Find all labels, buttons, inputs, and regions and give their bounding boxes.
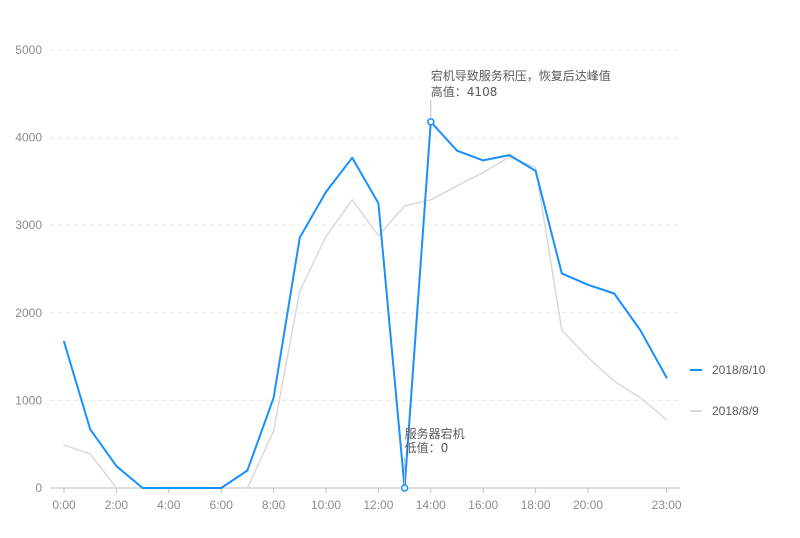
y-tick-label: 4000 <box>15 131 42 145</box>
series-line-primary[interactable] <box>63 120 668 489</box>
series-line-secondary[interactable] <box>63 156 668 489</box>
y-tick-label: 2000 <box>15 306 42 320</box>
peak-marker[interactable] <box>427 118 435 126</box>
x-axis: 0:00 2:00 4:00 6:00 8:00 10:00 12:00 14:00 16:00… <box>50 487 682 512</box>
x-tick-label: 4:00 <box>157 498 181 512</box>
y-axis-labels: 0 1000 2000 3000 4000 5000 <box>15 43 42 495</box>
trough-annotation-text: 服务器宕机 <box>405 426 465 441</box>
trough-marker[interactable] <box>400 484 409 492</box>
y-tick-label: 0 <box>35 481 42 495</box>
y-tick-label: 1000 <box>15 393 42 407</box>
x-tick-label: 23:00 <box>652 498 682 512</box>
x-tick-label: 2:00 <box>105 498 129 512</box>
annotations: 宕机导致服务积压，恢复后达峰值 高值：4108 服务器宕机 低值：0 <box>400 68 611 492</box>
y-tick-label: 5000 <box>15 43 42 57</box>
legend-label: 2018/8/10 <box>712 363 766 377</box>
x-tick-label: 8:00 <box>262 498 286 512</box>
x-tick-label: 20:00 <box>573 498 603 512</box>
y-tick-label: 3000 <box>15 218 42 232</box>
x-tick-label: 12:00 <box>363 498 393 512</box>
x-tick-label: 14:00 <box>416 498 446 512</box>
x-tick-label: 16:00 <box>468 498 498 512</box>
legend-item[interactable]: 2018/8/10 <box>690 363 766 377</box>
legend: 2018/8/10 2018/8/9 <box>690 363 766 418</box>
x-tick-label: 18:00 <box>521 498 551 512</box>
grid-lines <box>50 49 680 401</box>
legend-item[interactable]: 2018/8/9 <box>690 404 759 418</box>
trough-annotation: 服务器宕机 低值：0 <box>400 426 465 492</box>
x-tick-label: 6:00 <box>210 498 234 512</box>
peak-annotation-value: 高值：4108 <box>431 84 498 99</box>
x-tick-label: 0:00 <box>52 498 76 512</box>
peak-annotation: 宕机导致服务积压，恢复后达峰值 高值：4108 <box>427 68 611 126</box>
legend-label: 2018/8/9 <box>712 404 759 418</box>
series-lines <box>63 120 668 489</box>
peak-annotation-text: 宕机导致服务积压，恢复后达峰值 <box>431 68 611 83</box>
x-tick-label: 10:00 <box>311 498 341 512</box>
trough-annotation-value: 低值：0 <box>405 440 449 455</box>
